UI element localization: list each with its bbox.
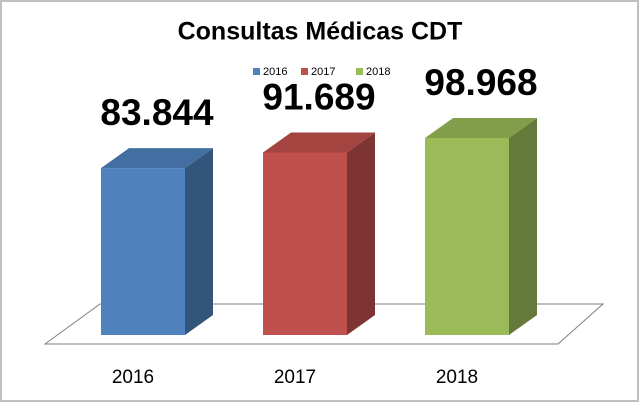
legend-swatch xyxy=(253,68,260,75)
bar-top xyxy=(101,148,213,169)
bar-side xyxy=(185,148,213,335)
data-label: 91.689 xyxy=(262,76,375,117)
bar xyxy=(101,168,185,335)
bar-top xyxy=(263,132,375,153)
data-label: 83.844 xyxy=(100,92,214,133)
bar xyxy=(263,152,347,335)
data-label: 98.968 xyxy=(424,62,537,103)
chart-title: Consultas Médicas CDT xyxy=(178,18,463,46)
x-tick-label: 2017 xyxy=(274,367,316,388)
legend-label: 2018 xyxy=(366,66,390,78)
legend-label: 2017 xyxy=(311,66,335,78)
legend-swatch xyxy=(356,68,363,75)
x-tick-label: 2018 xyxy=(436,367,478,388)
x-tick-label: 2016 xyxy=(112,367,154,388)
bar-side xyxy=(347,132,375,335)
bar-side xyxy=(509,118,537,335)
bar-top xyxy=(425,118,537,138)
legend-label: 2016 xyxy=(263,66,287,78)
bar xyxy=(425,138,509,335)
legend-swatch xyxy=(301,68,308,75)
